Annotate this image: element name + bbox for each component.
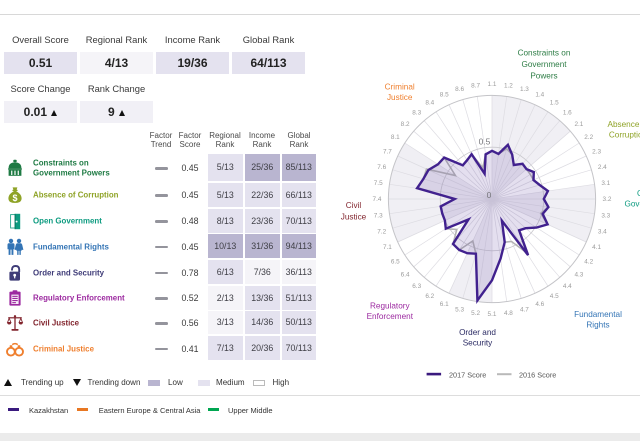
svg-text:Constraints on: Constraints on	[518, 49, 571, 58]
svg-text:0.5: 0.5	[479, 137, 491, 147]
svg-text:4.1: 4.1	[592, 244, 601, 251]
svg-text:4.4: 4.4	[563, 283, 572, 290]
svg-text:1.1: 1.1	[488, 81, 497, 88]
svg-text:7.6: 7.6	[377, 164, 386, 171]
svg-text:5.1: 5.1	[488, 311, 497, 318]
svg-text:8.4: 8.4	[425, 100, 434, 107]
svg-text:Enforcement: Enforcement	[367, 312, 414, 321]
svg-text:8.7: 8.7	[471, 82, 480, 89]
svg-text:8.1: 8.1	[391, 134, 400, 141]
svg-text:7.1: 7.1	[383, 244, 392, 251]
svg-text:Civil: Civil	[346, 201, 362, 210]
svg-text:7.4: 7.4	[373, 196, 382, 203]
svg-text:8.5: 8.5	[440, 92, 449, 99]
svg-text:$: $	[12, 193, 17, 203]
svg-text:7.3: 7.3	[374, 213, 383, 220]
svg-text:4.7: 4.7	[520, 307, 529, 314]
svg-text:2.3: 2.3	[592, 148, 601, 155]
svg-text:2.2: 2.2	[584, 134, 593, 141]
svg-text:1.5: 1.5	[550, 100, 559, 107]
svg-text:8.3: 8.3	[412, 109, 421, 116]
svg-text:2.4: 2.4	[598, 164, 607, 171]
svg-text:4.5: 4.5	[550, 293, 559, 300]
svg-text:2017 Score: 2017 Score	[449, 371, 486, 380]
svg-text:6.5: 6.5	[391, 258, 400, 265]
svg-text:1.6: 1.6	[563, 109, 572, 116]
svg-text:6.3: 6.3	[412, 283, 421, 290]
svg-text:7.5: 7.5	[374, 180, 383, 187]
svg-text:4.8: 4.8	[504, 310, 513, 317]
svg-text:Rights: Rights	[586, 321, 609, 330]
svg-text:Government: Government	[624, 200, 640, 209]
svg-text:3.1: 3.1	[601, 180, 610, 187]
svg-text:6.1: 6.1	[440, 301, 449, 308]
svg-text:7.2: 7.2	[377, 229, 386, 236]
svg-text:1.4: 1.4	[535, 92, 544, 99]
svg-text:5.2: 5.2	[471, 310, 480, 317]
svg-text:Security: Security	[463, 339, 493, 348]
svg-text:3.3: 3.3	[601, 213, 610, 220]
svg-text:1.3: 1.3	[520, 86, 529, 93]
svg-text:Corruption: Corruption	[609, 131, 640, 140]
svg-text:5.3: 5.3	[455, 307, 464, 314]
svg-text:Absence of: Absence of	[608, 120, 640, 129]
svg-text:4.6: 4.6	[535, 301, 544, 308]
svg-text:3.4: 3.4	[598, 229, 607, 236]
svg-text:3.2: 3.2	[603, 196, 612, 203]
svg-text:4.3: 4.3	[574, 272, 583, 279]
svg-text:4.2: 4.2	[584, 258, 593, 265]
svg-text:1.2: 1.2	[504, 82, 513, 89]
svg-text:Regulatory: Regulatory	[370, 302, 411, 311]
svg-text:2016 Score: 2016 Score	[519, 371, 556, 380]
svg-text:Powers: Powers	[530, 72, 557, 81]
svg-text:7.7: 7.7	[383, 148, 392, 155]
svg-text:Government: Government	[521, 60, 567, 69]
svg-text:6.4: 6.4	[401, 272, 410, 279]
svg-text:Justice: Justice	[387, 93, 413, 102]
svg-text:Fundamental: Fundamental	[574, 310, 622, 319]
svg-text:8.6: 8.6	[455, 86, 464, 93]
svg-text:2.1: 2.1	[574, 121, 583, 128]
svg-text:0: 0	[487, 190, 492, 200]
svg-text:Order and: Order and	[459, 328, 496, 337]
svg-text:Open: Open	[637, 189, 640, 198]
svg-text:8.2: 8.2	[401, 121, 410, 128]
svg-text:Justice: Justice	[341, 213, 367, 222]
svg-text:Criminal: Criminal	[385, 83, 415, 92]
svg-text:6.2: 6.2	[425, 293, 434, 300]
